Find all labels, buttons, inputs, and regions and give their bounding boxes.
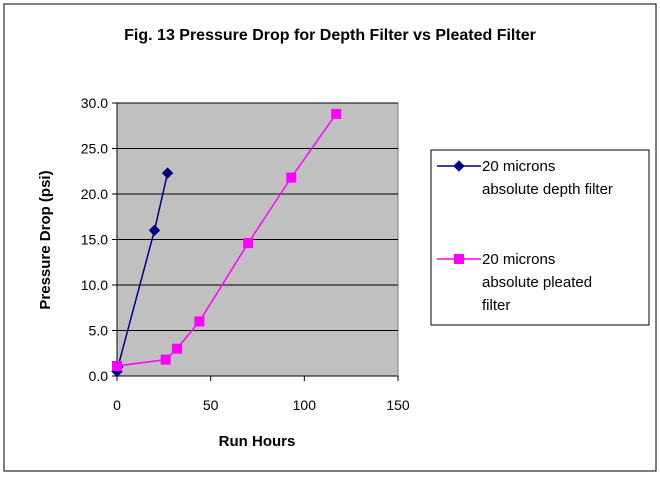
legend-entry-2: 20 microns absolute pleated filter — [437, 251, 592, 314]
series-2-point — [112, 360, 122, 371]
series-2 — [112, 108, 342, 371]
grid-lines — [117, 102, 398, 331]
x-tick-label: 0 — [113, 397, 121, 413]
y-tick-label: 10.0 — [81, 277, 108, 293]
legend-label: filter — [482, 297, 510, 314]
x-tick-label: 100 — [293, 397, 317, 413]
series-2-point — [160, 354, 171, 365]
series-layer — [111, 108, 342, 378]
series-1-point — [148, 224, 161, 237]
x-tick-label: 50 — [203, 397, 219, 413]
y-tick-label: 0.0 — [89, 368, 109, 384]
tick-labels: 0.0 5.0 10.0 15.0 20.0 25.0 30.0 0 50 100 150 — [81, 95, 410, 413]
legend-box — [430, 149, 650, 326]
x-axis-label: Run Hours — [219, 433, 296, 450]
x-tick-label: 150 — [386, 397, 410, 413]
legend-entry-1: 20 microns absolute depth filter — [437, 158, 613, 198]
y-tick-label: 20.0 — [81, 186, 108, 202]
y-axis-label: Pressure Drop (psi) — [37, 170, 54, 309]
legend-label: 20 microns — [482, 158, 555, 175]
y-tick-label: 5.0 — [89, 323, 109, 339]
axes — [112, 102, 399, 381]
y-tick-label: 15.0 — [81, 232, 108, 248]
series-2-point — [286, 172, 297, 183]
y-tick-label: 30.0 — [81, 95, 108, 111]
chart-title: Fig. 13 Pressure Drop for Depth Filter v… — [124, 27, 536, 44]
legend-marker — [453, 160, 465, 172]
legend-label: absolute pleated — [482, 274, 592, 291]
series-2-point — [171, 343, 182, 354]
series-1-point — [161, 167, 174, 179]
legend-label: 20 microns — [482, 251, 555, 268]
legend-marker — [454, 254, 464, 264]
series-2-point — [243, 238, 254, 249]
legend-label: absolute depth filter — [482, 181, 613, 198]
y-tick-label: 25.0 — [81, 141, 108, 157]
series-2-point — [194, 316, 205, 327]
series-2-point — [331, 108, 342, 119]
